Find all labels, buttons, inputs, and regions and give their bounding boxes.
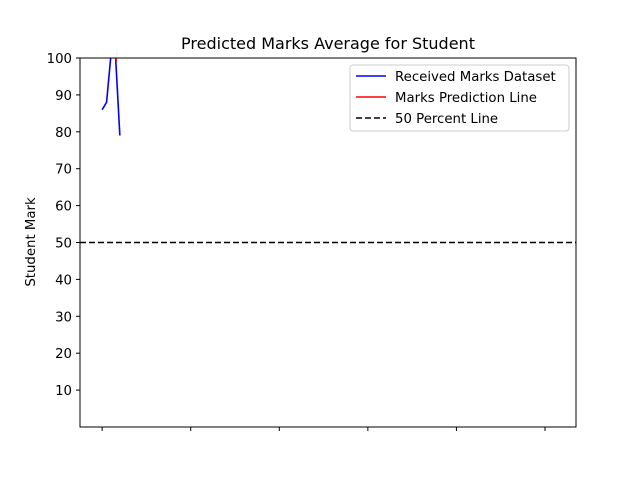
y-tick-label: 20 [55, 347, 72, 362]
plot-series [80, 58, 576, 244]
legend-label: 50 Percent Line [395, 112, 498, 127]
y-tick-label: 10 [55, 384, 72, 399]
y-tick-label: 100 [47, 52, 72, 67]
y-tick-label: 80 [55, 126, 72, 141]
y-axis-ticks: 10 20 30 40 50 60 70 80 90 100 [47, 52, 80, 399]
y-tick-label: 30 [55, 310, 72, 325]
y-tick-label: 70 [55, 163, 72, 178]
legend: Received Marks Dataset Marks Prediction L… [349, 64, 570, 132]
x-axis-ticks [101, 427, 546, 431]
series-line-1 [115, 58, 118, 62]
legend-box [349, 64, 570, 132]
y-tick-label: 50 [55, 237, 72, 252]
y-tick-label: 40 [55, 273, 72, 288]
legend-label: Received Marks Dataset [395, 70, 556, 85]
y-axis-label: Student Mark [24, 197, 39, 287]
legend-label: Marks Prediction Line [395, 91, 537, 106]
plot-frame [79, 57, 577, 428]
series-line-0 [101, 58, 121, 136]
y-tick-label: 90 [55, 89, 72, 104]
y-tick-label: 60 [55, 200, 72, 215]
chart-title: Predicted Marks Average for Student [181, 34, 475, 53]
